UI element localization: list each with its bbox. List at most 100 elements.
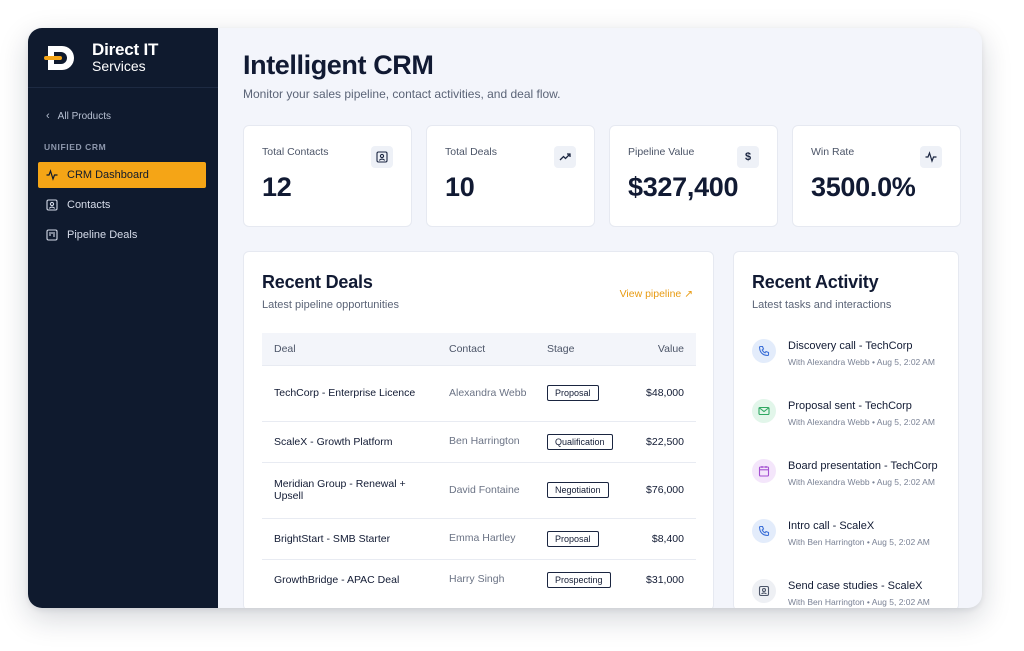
- recent-activity-card: Recent Activity Latest tasks and interac…: [733, 251, 959, 608]
- deal-contact: David Fontaine: [437, 461, 535, 518]
- view-pipeline-link[interactable]: View pipeline ↗: [619, 288, 693, 300]
- activity-list: Discovery call - TechCorp With Alexandra…: [752, 339, 940, 608]
- activity-meta: With Ben Harrington • Aug 5, 2:02 AM: [788, 597, 930, 607]
- activity-meta: With Alexandra Webb • Aug 5, 2:02 AM: [788, 417, 935, 427]
- column-header-contact[interactable]: Contact: [449, 342, 486, 355]
- list-item[interactable]: Discovery call - TechCorp With Alexandra…: [752, 339, 940, 399]
- chevron-left-icon: ‹: [46, 110, 50, 122]
- activity-meta: With Alexandra Webb • Aug 5, 2:02 AM: [788, 357, 935, 367]
- lower-panels: Recent Deals Latest pipeline opportuniti…: [243, 251, 961, 608]
- recent-deals-title: Recent Deals: [262, 272, 373, 292]
- list-item[interactable]: Send case studies - ScaleX With Ben Harr…: [752, 579, 940, 608]
- stage-badge: Qualification: [547, 433, 613, 450]
- trending-up-icon: [554, 146, 576, 168]
- deal-value: $31,000: [624, 558, 696, 600]
- contact-card-icon: [371, 146, 393, 168]
- stage-badge: Negotiation: [547, 482, 609, 498]
- table-row[interactable]: ScaleX - Growth Platform Ben Harrington …: [262, 420, 696, 462]
- sidebar-item-label: CRM Dashboard: [67, 169, 149, 181]
- sidebar-item-label: Pipeline Deals: [67, 229, 138, 241]
- column-header-stage[interactable]: Stage: [547, 342, 575, 355]
- all-products-label: All Products: [57, 110, 112, 122]
- stat-label: Pipeline Value: [628, 146, 695, 158]
- brand-logo-icon: [44, 45, 74, 70]
- deal-contact: Emma Hartley: [437, 517, 535, 559]
- table-row[interactable]: TechCorp - Enterprise Licence Alexandra …: [262, 364, 696, 421]
- deal-contact: Ben Harrington: [437, 420, 535, 462]
- deal-name: Meridian Group - Renewal + Upsell: [262, 461, 437, 518]
- deal-name: TechCorp - Enterprise Licence: [262, 364, 437, 421]
- sidebar-item-crm-dashboard[interactable]: CRM Dashboard: [38, 162, 206, 188]
- phone-icon: [752, 519, 776, 543]
- deal-stage-cell: Prospecting: [535, 558, 625, 600]
- list-item[interactable]: Board presentation - TechCorp With Alexa…: [752, 459, 940, 519]
- page-subtitle: Monitor your sales pipeline, contact act…: [243, 87, 561, 101]
- stat-value: 3500.0%: [811, 172, 916, 202]
- stat-card-pipeline-value: Pipeline Value $ $327,400: [609, 125, 778, 227]
- table-row[interactable]: Meridian Group - Renewal + Upsell David …: [262, 461, 696, 518]
- brand-name: Direct IT: [92, 39, 159, 59]
- column-header-value[interactable]: Value: [657, 342, 684, 355]
- deal-stage-cell: Proposal: [535, 517, 625, 559]
- deal-value: $8,400: [624, 517, 696, 559]
- deal-stage-cell: Qualification: [535, 420, 625, 462]
- table-row[interactable]: BrightStart - SMB Starter Emma Hartley P…: [262, 517, 696, 559]
- activity-title: Board presentation - TechCorp: [788, 460, 938, 472]
- deal-name: ScaleX - Growth Platform: [262, 420, 437, 462]
- deal-value: $22,500: [624, 420, 696, 462]
- stats-row: Total Contacts 12 Total Deals 10 Pipelin…: [243, 125, 961, 227]
- stat-label: Win Rate: [811, 146, 855, 158]
- deal-name: BrightStart - SMB Starter: [262, 517, 437, 559]
- recent-activity-title: Recent Activity: [752, 272, 879, 292]
- list-item[interactable]: Proposal sent - TechCorp With Alexandra …: [752, 399, 940, 459]
- deal-stage-cell: Proposal: [535, 364, 625, 421]
- contact-card-icon: [752, 579, 776, 603]
- recent-activity-subtitle: Latest tasks and interactions: [752, 299, 892, 311]
- deal-name: GrowthBridge - APAC Deal: [262, 558, 437, 600]
- recent-deals-subtitle: Latest pipeline opportunities: [262, 299, 399, 311]
- deal-contact: Alexandra Webb: [437, 364, 535, 421]
- calendar-icon: [752, 459, 776, 483]
- sidebar-item-contacts[interactable]: Contacts: [38, 192, 206, 218]
- stat-card-total-contacts: Total Contacts 12: [243, 125, 412, 227]
- deal-value: $48,000: [624, 364, 696, 421]
- activity-meta: With Ben Harrington • Aug 5, 2:02 AM: [788, 537, 930, 547]
- sidebar-nav: CRM Dashboard Contacts Pipeline Deals: [28, 162, 218, 248]
- sidebar-item-label: Contacts: [67, 199, 111, 211]
- kanban-icon: [46, 229, 58, 241]
- stat-card-win-rate: Win Rate 3500.0%: [792, 125, 961, 227]
- stat-card-total-deals: Total Deals 10: [426, 125, 595, 227]
- contact-card-icon: [46, 199, 58, 211]
- table-header-row: Deal Contact Stage Value: [262, 333, 696, 365]
- pulse-icon: [46, 169, 58, 181]
- stat-value: 10: [445, 172, 475, 202]
- stage-badge: Proposal: [547, 385, 599, 401]
- deal-value: $76,000: [624, 461, 696, 518]
- table-row[interactable]: GrowthBridge - APAC Deal Harry Singh Pro…: [262, 558, 696, 600]
- pulse-icon: [920, 146, 942, 168]
- stat-value: 12: [262, 172, 292, 202]
- stat-label: Total Contacts: [262, 146, 329, 158]
- all-products-link[interactable]: ‹ All Products: [28, 106, 218, 126]
- phone-icon: [752, 339, 776, 363]
- stat-label: Total Deals: [445, 146, 497, 158]
- activity-title: Discovery call - TechCorp: [788, 340, 913, 352]
- app-window: Direct IT Services ‹ All Products UNIFIE…: [28, 28, 982, 608]
- stage-badge: Proposal: [547, 530, 599, 547]
- activity-title: Intro call - ScaleX: [788, 520, 875, 532]
- activity-title: Proposal sent - TechCorp: [788, 400, 912, 412]
- section-label: UNIFIED CRM: [44, 142, 107, 152]
- brand[interactable]: Direct IT Services: [28, 28, 218, 88]
- deals-table: Deal Contact Stage Value TechCorp - Ente…: [262, 333, 696, 600]
- page-title: Intelligent CRM: [243, 50, 434, 80]
- deal-stage-cell: Negotiation: [535, 461, 625, 518]
- brand-subtitle: Services: [92, 57, 146, 74]
- mail-icon: [752, 399, 776, 423]
- column-header-deal[interactable]: Deal: [274, 342, 296, 355]
- sidebar-item-pipeline-deals[interactable]: Pipeline Deals: [38, 222, 206, 248]
- main-content: Intelligent CRM Monitor your sales pipel…: [218, 28, 982, 608]
- stat-value: $327,400: [628, 172, 739, 202]
- dollar-icon: $: [737, 146, 759, 168]
- sidebar: Direct IT Services ‹ All Products UNIFIE…: [28, 28, 218, 608]
- list-item[interactable]: Intro call - ScaleX With Ben Harrington …: [752, 519, 940, 579]
